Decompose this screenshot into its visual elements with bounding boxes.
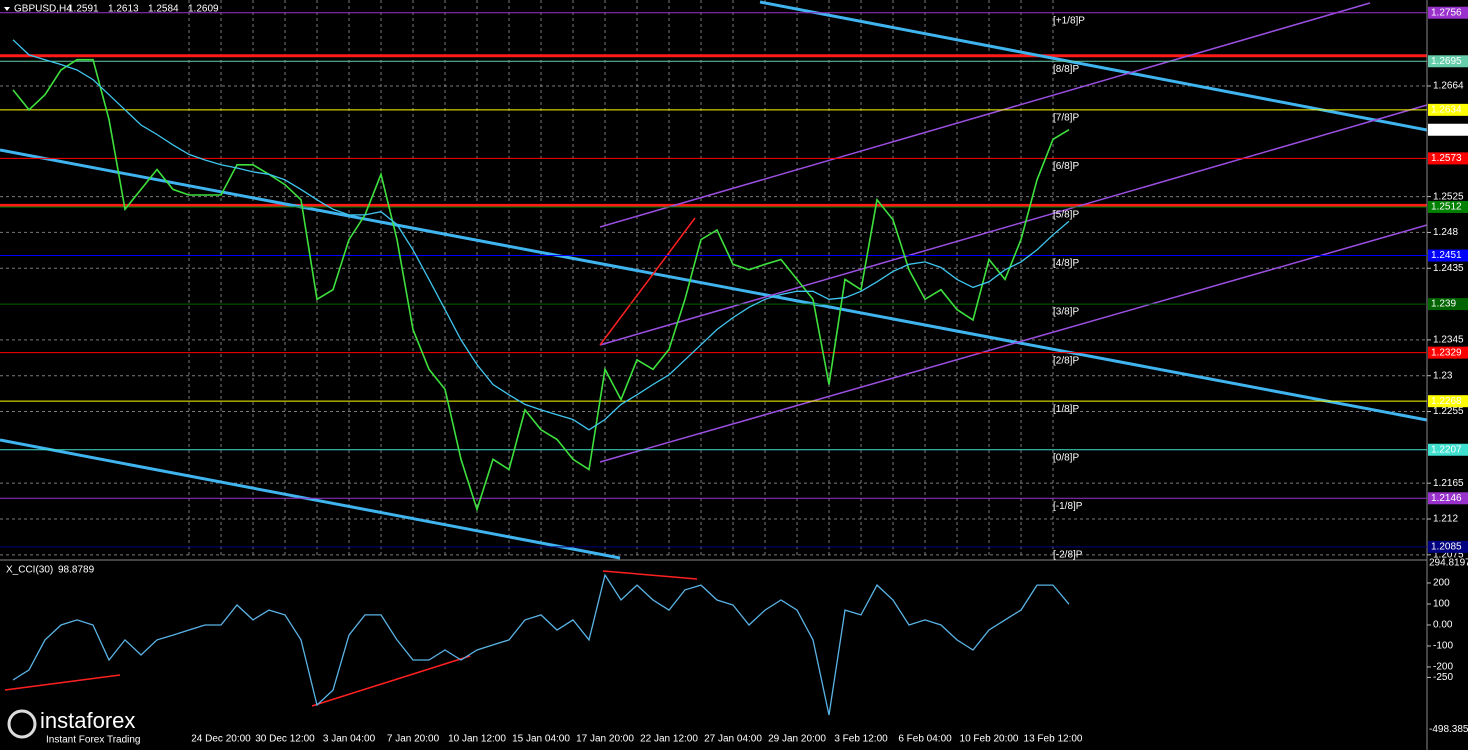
indicator-value: 98.8789 xyxy=(58,565,95,576)
murray-label: [-1/8]P xyxy=(1053,501,1083,512)
ohlc-value: 1.2609 xyxy=(188,4,219,15)
murray-price: 1.2512 xyxy=(1431,202,1462,213)
murray-label: [+1/8]P xyxy=(1053,15,1085,26)
cci-line xyxy=(12,573,1070,716)
trend-channel xyxy=(759,0,1428,132)
x-tick-label: 7 Jan 20:00 xyxy=(387,734,440,745)
y-tick-label: 1.2165 xyxy=(1433,478,1464,489)
y-tick-label: 1.2664 xyxy=(1433,81,1464,92)
y-tick-label: 1.2435 xyxy=(1433,263,1464,274)
murray-price: 1.2329 xyxy=(1431,347,1462,358)
moving-average xyxy=(12,39,1070,431)
x-tick-label: 10 Jan 12:00 xyxy=(448,734,506,745)
x-tick-label: 27 Jan 04:00 xyxy=(704,734,762,745)
murray-label: [0/8]P xyxy=(1053,452,1079,463)
murray-label: [4/8]P xyxy=(1053,258,1079,269)
x-tick-label: 15 Jan 04:00 xyxy=(512,734,570,745)
murray-price: 1.239 xyxy=(1431,299,1456,310)
drawings xyxy=(0,0,1428,707)
x-tick-label: 13 Feb 12:00 xyxy=(1024,734,1083,745)
y-tick-label: -250 xyxy=(1433,672,1453,683)
swing-line xyxy=(599,217,696,346)
murray-label: [3/8]P xyxy=(1053,307,1079,318)
y-tick-label: 100 xyxy=(1433,599,1450,610)
murray-price-box xyxy=(1428,346,1468,359)
divergence-line xyxy=(311,655,471,707)
regression-channel xyxy=(599,224,1428,463)
y-tick-label: 1.2345 xyxy=(1433,335,1464,346)
indicator-title: X_CCI(30) xyxy=(6,565,53,576)
ohlc-value: 1.2584 xyxy=(148,4,179,15)
x-tick-label: 10 Feb 20:00 xyxy=(960,734,1019,745)
regression-channel xyxy=(599,104,1428,346)
logo-name: instaforex xyxy=(40,708,135,733)
x-tick-label: 24 Dec 20:00 xyxy=(191,734,251,745)
murray-label: [5/8]P xyxy=(1053,210,1079,221)
murray-price: 1.2756 xyxy=(1431,7,1462,18)
logo-icon xyxy=(7,709,37,739)
y-tick-label: 200 xyxy=(1433,578,1450,589)
murray-price: 1.2695 xyxy=(1431,56,1462,67)
murray-price-box xyxy=(1428,443,1468,456)
menu-arrow xyxy=(4,7,10,11)
indicator-extreme: 294.8197 xyxy=(1429,558,1468,569)
symbol-title: GBPUSD,H4 xyxy=(14,4,72,15)
indicator-extreme: -498.385 xyxy=(1429,724,1468,735)
y-tick-label: 1.23 xyxy=(1433,370,1453,381)
price-line xyxy=(12,58,1070,513)
murray-price-box xyxy=(1428,103,1468,116)
regression-channel xyxy=(599,2,1371,228)
murray-price: 1.2573 xyxy=(1431,153,1462,164)
y-tick-label: -100 xyxy=(1433,641,1453,652)
x-tick-label: 6 Feb 04:00 xyxy=(898,734,952,745)
murray-price-box xyxy=(1428,249,1468,262)
murray-label: [8/8]P xyxy=(1053,64,1079,75)
divergence-line xyxy=(4,674,121,691)
x-tick-label: 3 Jan 04:00 xyxy=(323,734,376,745)
divergence-line xyxy=(602,570,698,580)
murray-price: 1.2451 xyxy=(1431,250,1462,261)
y-tick-label: 1.2075 xyxy=(1433,549,1464,560)
y-tick-label: -200 xyxy=(1433,662,1453,673)
murray-price-box xyxy=(1428,492,1468,505)
current-price-box xyxy=(1428,123,1468,136)
y-tick-label: 1.2525 xyxy=(1433,191,1464,202)
y-tick-label: 0.00 xyxy=(1433,620,1453,631)
y-tick-label: 1.248 xyxy=(1433,227,1458,238)
murray-price: 1.2085 xyxy=(1431,541,1462,552)
murray-label: [1/8]P xyxy=(1053,404,1079,415)
x-tick-label: 29 Jan 20:00 xyxy=(768,734,826,745)
x-tick-label: 3 Feb 12:00 xyxy=(834,734,888,745)
murray-label: [2/8]P xyxy=(1053,355,1079,366)
murray-label: [-2/8]P xyxy=(1053,549,1083,560)
murray-price: 1.2146 xyxy=(1431,493,1462,504)
x-tick-label: 17 Jan 20:00 xyxy=(576,734,634,745)
murray-price-box xyxy=(1428,55,1468,68)
murray-price: 1.2634 xyxy=(1431,104,1462,115)
murray-price-box xyxy=(1428,152,1468,165)
murray-price-box xyxy=(1428,200,1468,213)
murray-price-box xyxy=(1428,6,1468,19)
ohlc-value: 1.2613 xyxy=(108,4,139,15)
logo-bg xyxy=(0,704,180,750)
murray-price: 1.2268 xyxy=(1431,396,1462,407)
murray-price-box xyxy=(1428,395,1468,408)
y-tick-label: 1.2255 xyxy=(1433,406,1464,417)
logo-tagline: Instant Forex Trading xyxy=(46,735,141,746)
murray-price-box xyxy=(1428,540,1468,553)
ohlc-value: 1.2591 xyxy=(68,4,99,15)
murray-label: [7/8]P xyxy=(1053,112,1079,123)
murray-label: [6/8]P xyxy=(1053,161,1079,172)
murray-price: 1.2207 xyxy=(1431,444,1462,455)
trend-channel xyxy=(0,148,1428,422)
current-price: 1.2609 xyxy=(1431,124,1462,135)
murray-price-box xyxy=(1428,298,1468,311)
x-tick-label: 22 Jan 12:00 xyxy=(640,734,698,745)
x-tick-label: 30 Dec 12:00 xyxy=(255,734,315,745)
y-tick-label: 1.212 xyxy=(1433,514,1458,525)
trend-channel xyxy=(0,438,621,560)
